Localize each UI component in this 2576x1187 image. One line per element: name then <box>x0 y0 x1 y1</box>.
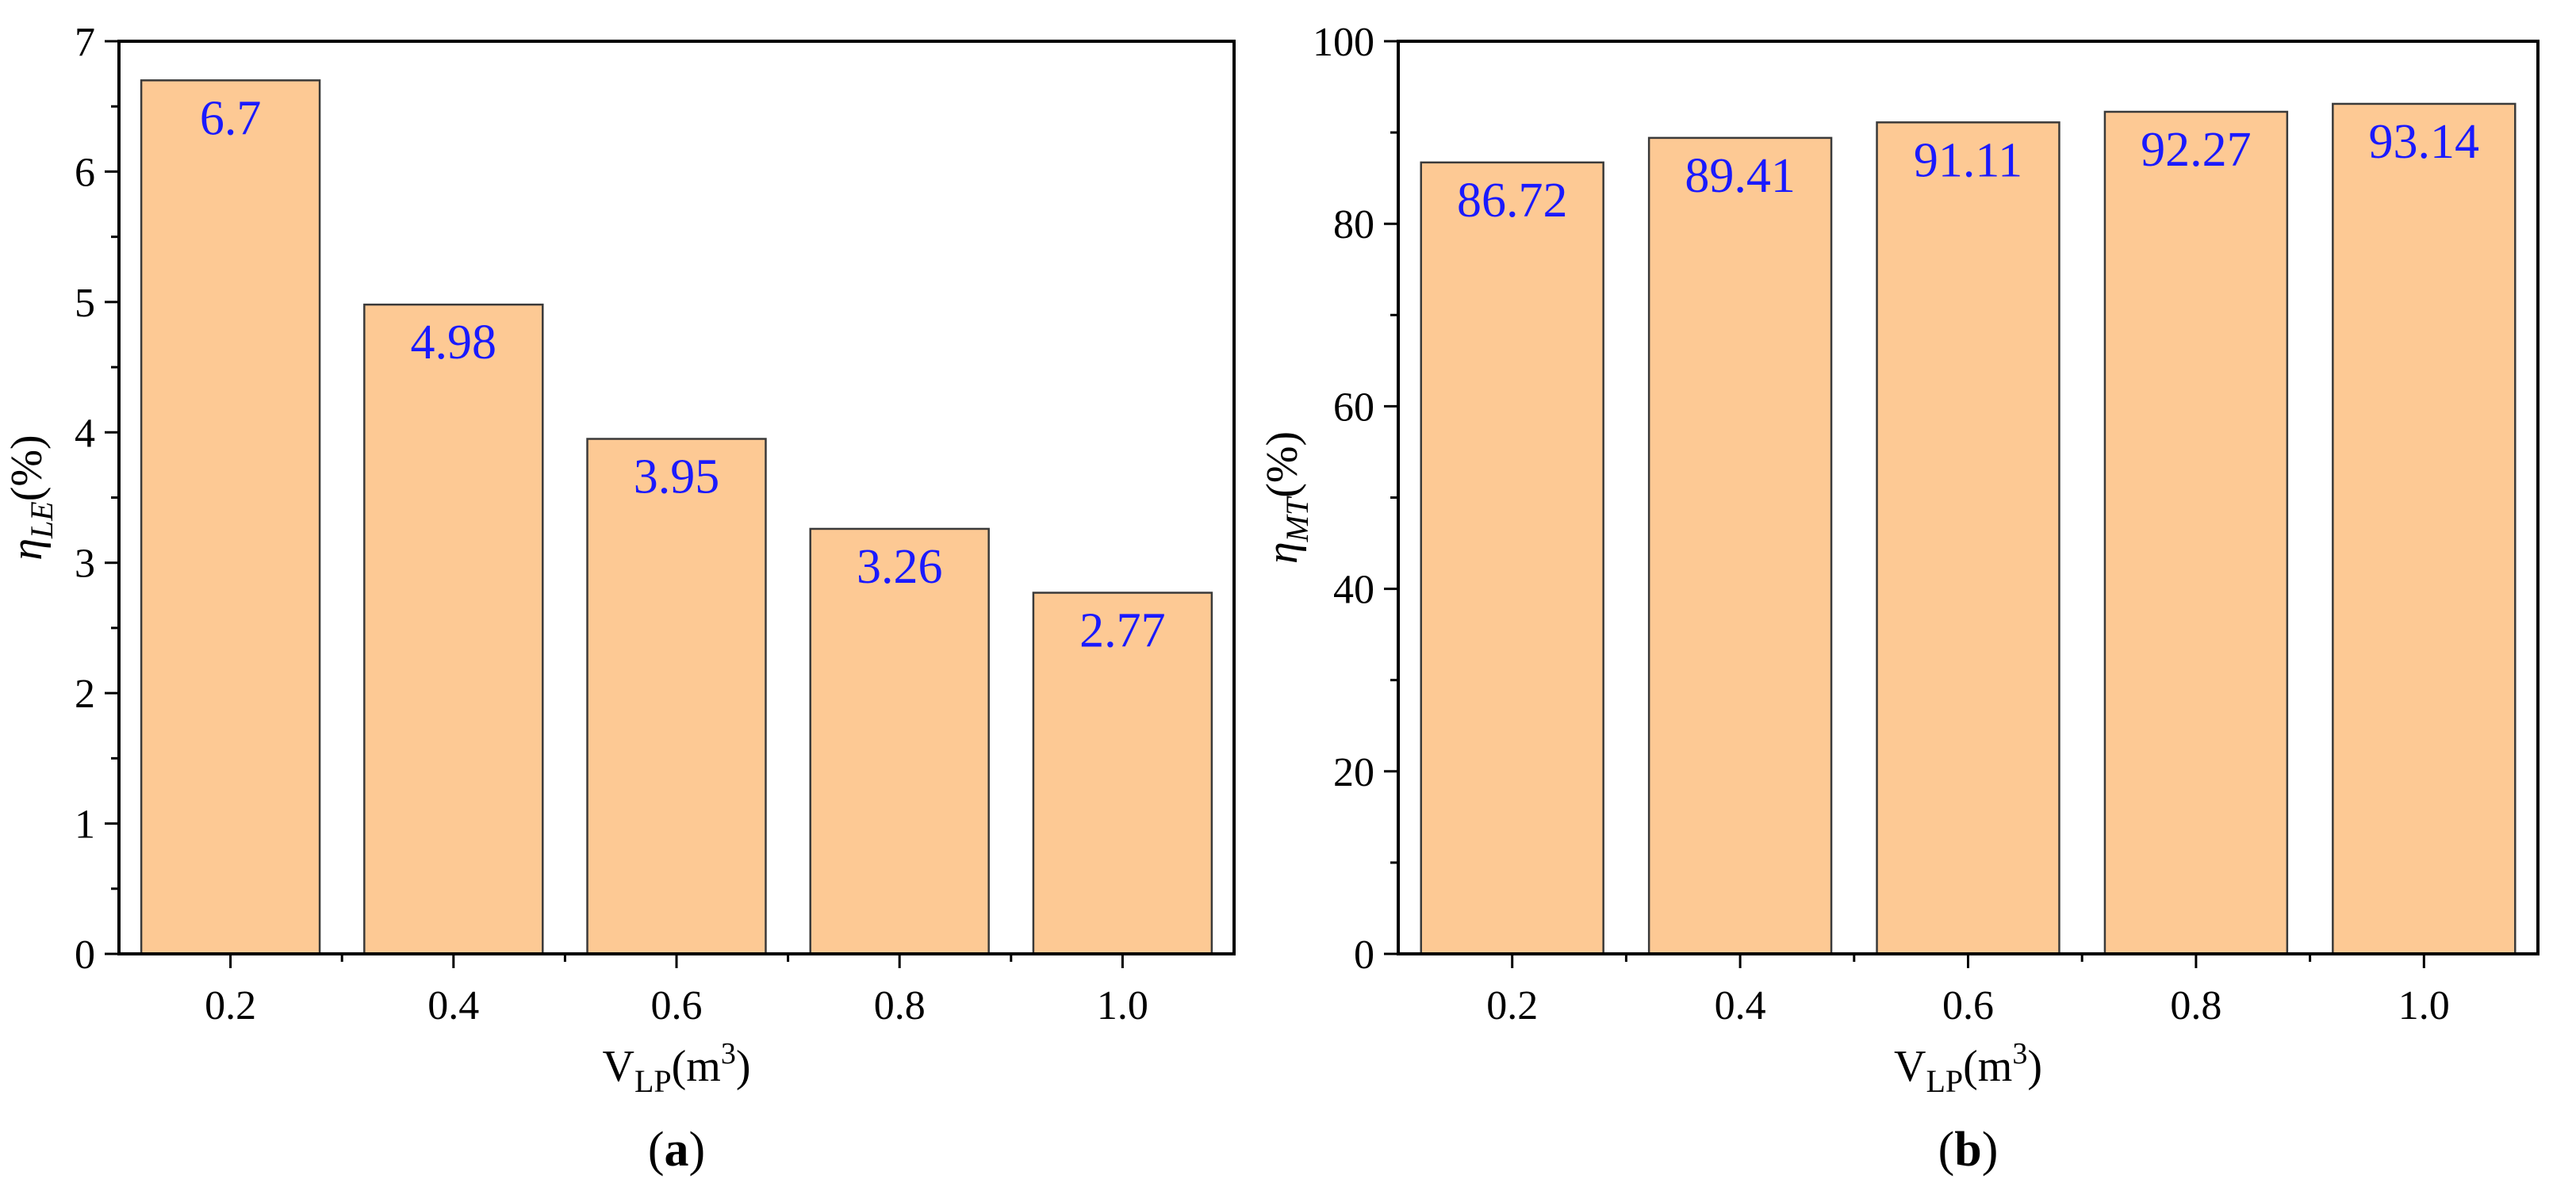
x-tick-label-b-0.6: 0.6 <box>1942 983 1994 1028</box>
y-axis-subscript-b: MT <box>1279 496 1315 542</box>
y-tick-label-a-7: 7 <box>75 20 95 65</box>
data-label-a-0.8: 3.26 <box>857 540 943 594</box>
bar-a-0.4 <box>363 303 544 955</box>
y-ticks-a: 0 1 2 3 4 5 6 7 <box>75 20 119 978</box>
x-tick-label-a-1.0: 1.0 <box>1097 983 1148 1028</box>
x-axis-superscript-b: 3 <box>2012 1037 2027 1070</box>
x-axis-unit-pre-a: (m <box>672 1042 721 1091</box>
bar-a-0.8 <box>809 527 990 955</box>
y-tick-label-b-100: 100 <box>1313 20 1374 65</box>
x-axis-superscript-a: 3 <box>721 1037 736 1070</box>
panel-open-b: ( <box>1938 1123 1955 1177</box>
x-tick-label-a-0.6: 0.6 <box>651 983 703 1028</box>
y-tick-label-b-80: 80 <box>1333 202 1374 247</box>
y-axis-unit-a: (%) <box>2 435 52 501</box>
bar-b-0.4 <box>1647 136 1833 955</box>
bar-a-0.6 <box>586 438 767 955</box>
x-axis-subscript-a: LP <box>634 1063 672 1099</box>
x-tick-label-b-0.4: 0.4 <box>1715 983 1766 1028</box>
x-axis-main-b: V <box>1894 1042 1926 1091</box>
y-tick-label-b-0: 0 <box>1354 932 1374 978</box>
x-tick-label-b-0.8: 0.8 <box>2170 983 2221 1028</box>
panel-label-b: (b) <box>1938 1123 1999 1177</box>
data-label-b-0.2: 86.72 <box>1457 174 1568 228</box>
panel-open-a: ( <box>648 1123 665 1177</box>
y-ticks-b: 0 20 40 60 80 100 <box>1313 20 1398 978</box>
panel-close-b: ) <box>1982 1123 1999 1177</box>
data-label-b-0.6: 91.11 <box>1914 133 2022 187</box>
data-label-a-0.6: 3.95 <box>634 450 720 504</box>
y-axis-subscript-a: LE <box>24 501 59 539</box>
x-axis-title-b: VLP(m3) <box>1894 1037 2042 1099</box>
x-ticks-a: 0.2 0.4 0.6 0.8 1.0 <box>205 954 1148 1028</box>
bars-a <box>140 79 1213 955</box>
bar-b-0.6 <box>1876 121 2060 955</box>
data-label-a-0.4: 4.98 <box>411 316 497 370</box>
x-tick-label-b-1.0: 1.0 <box>2398 983 2450 1028</box>
y-axis-symbol-a: η <box>2 538 52 561</box>
y-tick-label-a-3: 3 <box>75 542 95 587</box>
panel-label-a: (a) <box>648 1123 705 1177</box>
y-tick-label-a-6: 6 <box>75 150 95 195</box>
y-tick-label-a-1: 1 <box>75 802 95 848</box>
bars-b <box>1420 102 2517 955</box>
y-tick-label-b-20: 20 <box>1333 750 1374 795</box>
x-tick-label-a-0.4: 0.4 <box>427 983 479 1028</box>
x-axis-subscript-b: LP <box>1926 1063 1963 1099</box>
y-tick-label-a-2: 2 <box>75 672 95 717</box>
x-axis-unit-post-b: ) <box>2027 1042 2042 1091</box>
bar-b-1.0 <box>2332 102 2517 955</box>
y-axis-title-b: ηMT(%) <box>1258 431 1315 564</box>
panel-close-a: ) <box>689 1123 706 1177</box>
panel-letter-a: a <box>665 1123 689 1177</box>
data-label-b-0.8: 92.27 <box>2141 123 2252 177</box>
y-axis-symbol-b: η <box>1258 542 1307 564</box>
y-axis-unit-b: (%) <box>1258 431 1307 498</box>
x-tick-label-a-0.2: 0.2 <box>205 983 256 1028</box>
bar-a-0.2 <box>140 79 321 955</box>
bar-b-0.2 <box>1420 161 1604 955</box>
x-axis-title-a: VLP(m3) <box>602 1037 750 1099</box>
data-label-a-0.2: 6.7 <box>200 91 262 145</box>
data-labels-a: 6.7 4.98 3.95 3.26 2.77 <box>200 91 1166 657</box>
x-axis-unit-post-a: ) <box>736 1042 751 1091</box>
y-tick-label-a-4: 4 <box>75 411 95 456</box>
y-tick-label-a-0: 0 <box>75 932 95 978</box>
data-labels-b: 86.72 89.41 91.11 92.27 93.14 <box>1457 115 2479 228</box>
x-ticks-b: 0.2 0.4 0.6 0.8 1.0 <box>1486 954 2450 1028</box>
x-axis-main-a: V <box>602 1042 634 1091</box>
x-tick-label-b-0.2: 0.2 <box>1486 983 1538 1028</box>
y-tick-label-a-5: 5 <box>75 281 95 326</box>
x-axis-unit-pre-b: (m <box>1963 1042 2012 1091</box>
panel-letter-b: b <box>1954 1123 1981 1177</box>
y-tick-label-b-40: 40 <box>1333 568 1374 613</box>
bar-a-1.0 <box>1032 592 1213 955</box>
data-label-a-1.0: 2.77 <box>1079 604 1166 658</box>
data-label-b-1.0: 93.14 <box>2369 115 2480 169</box>
y-tick-label-b-60: 60 <box>1333 385 1374 430</box>
x-tick-label-a-0.8: 0.8 <box>874 983 926 1028</box>
data-label-b-0.4: 89.41 <box>1685 149 1796 203</box>
bar-b-0.8 <box>2103 110 2289 955</box>
chart-panel-b: 86.72 89.41 91.11 92.27 93.14 0 20 40 60 80 100 0… <box>1258 20 2540 1177</box>
y-axis-title-a: ηLE(%) <box>2 435 59 560</box>
